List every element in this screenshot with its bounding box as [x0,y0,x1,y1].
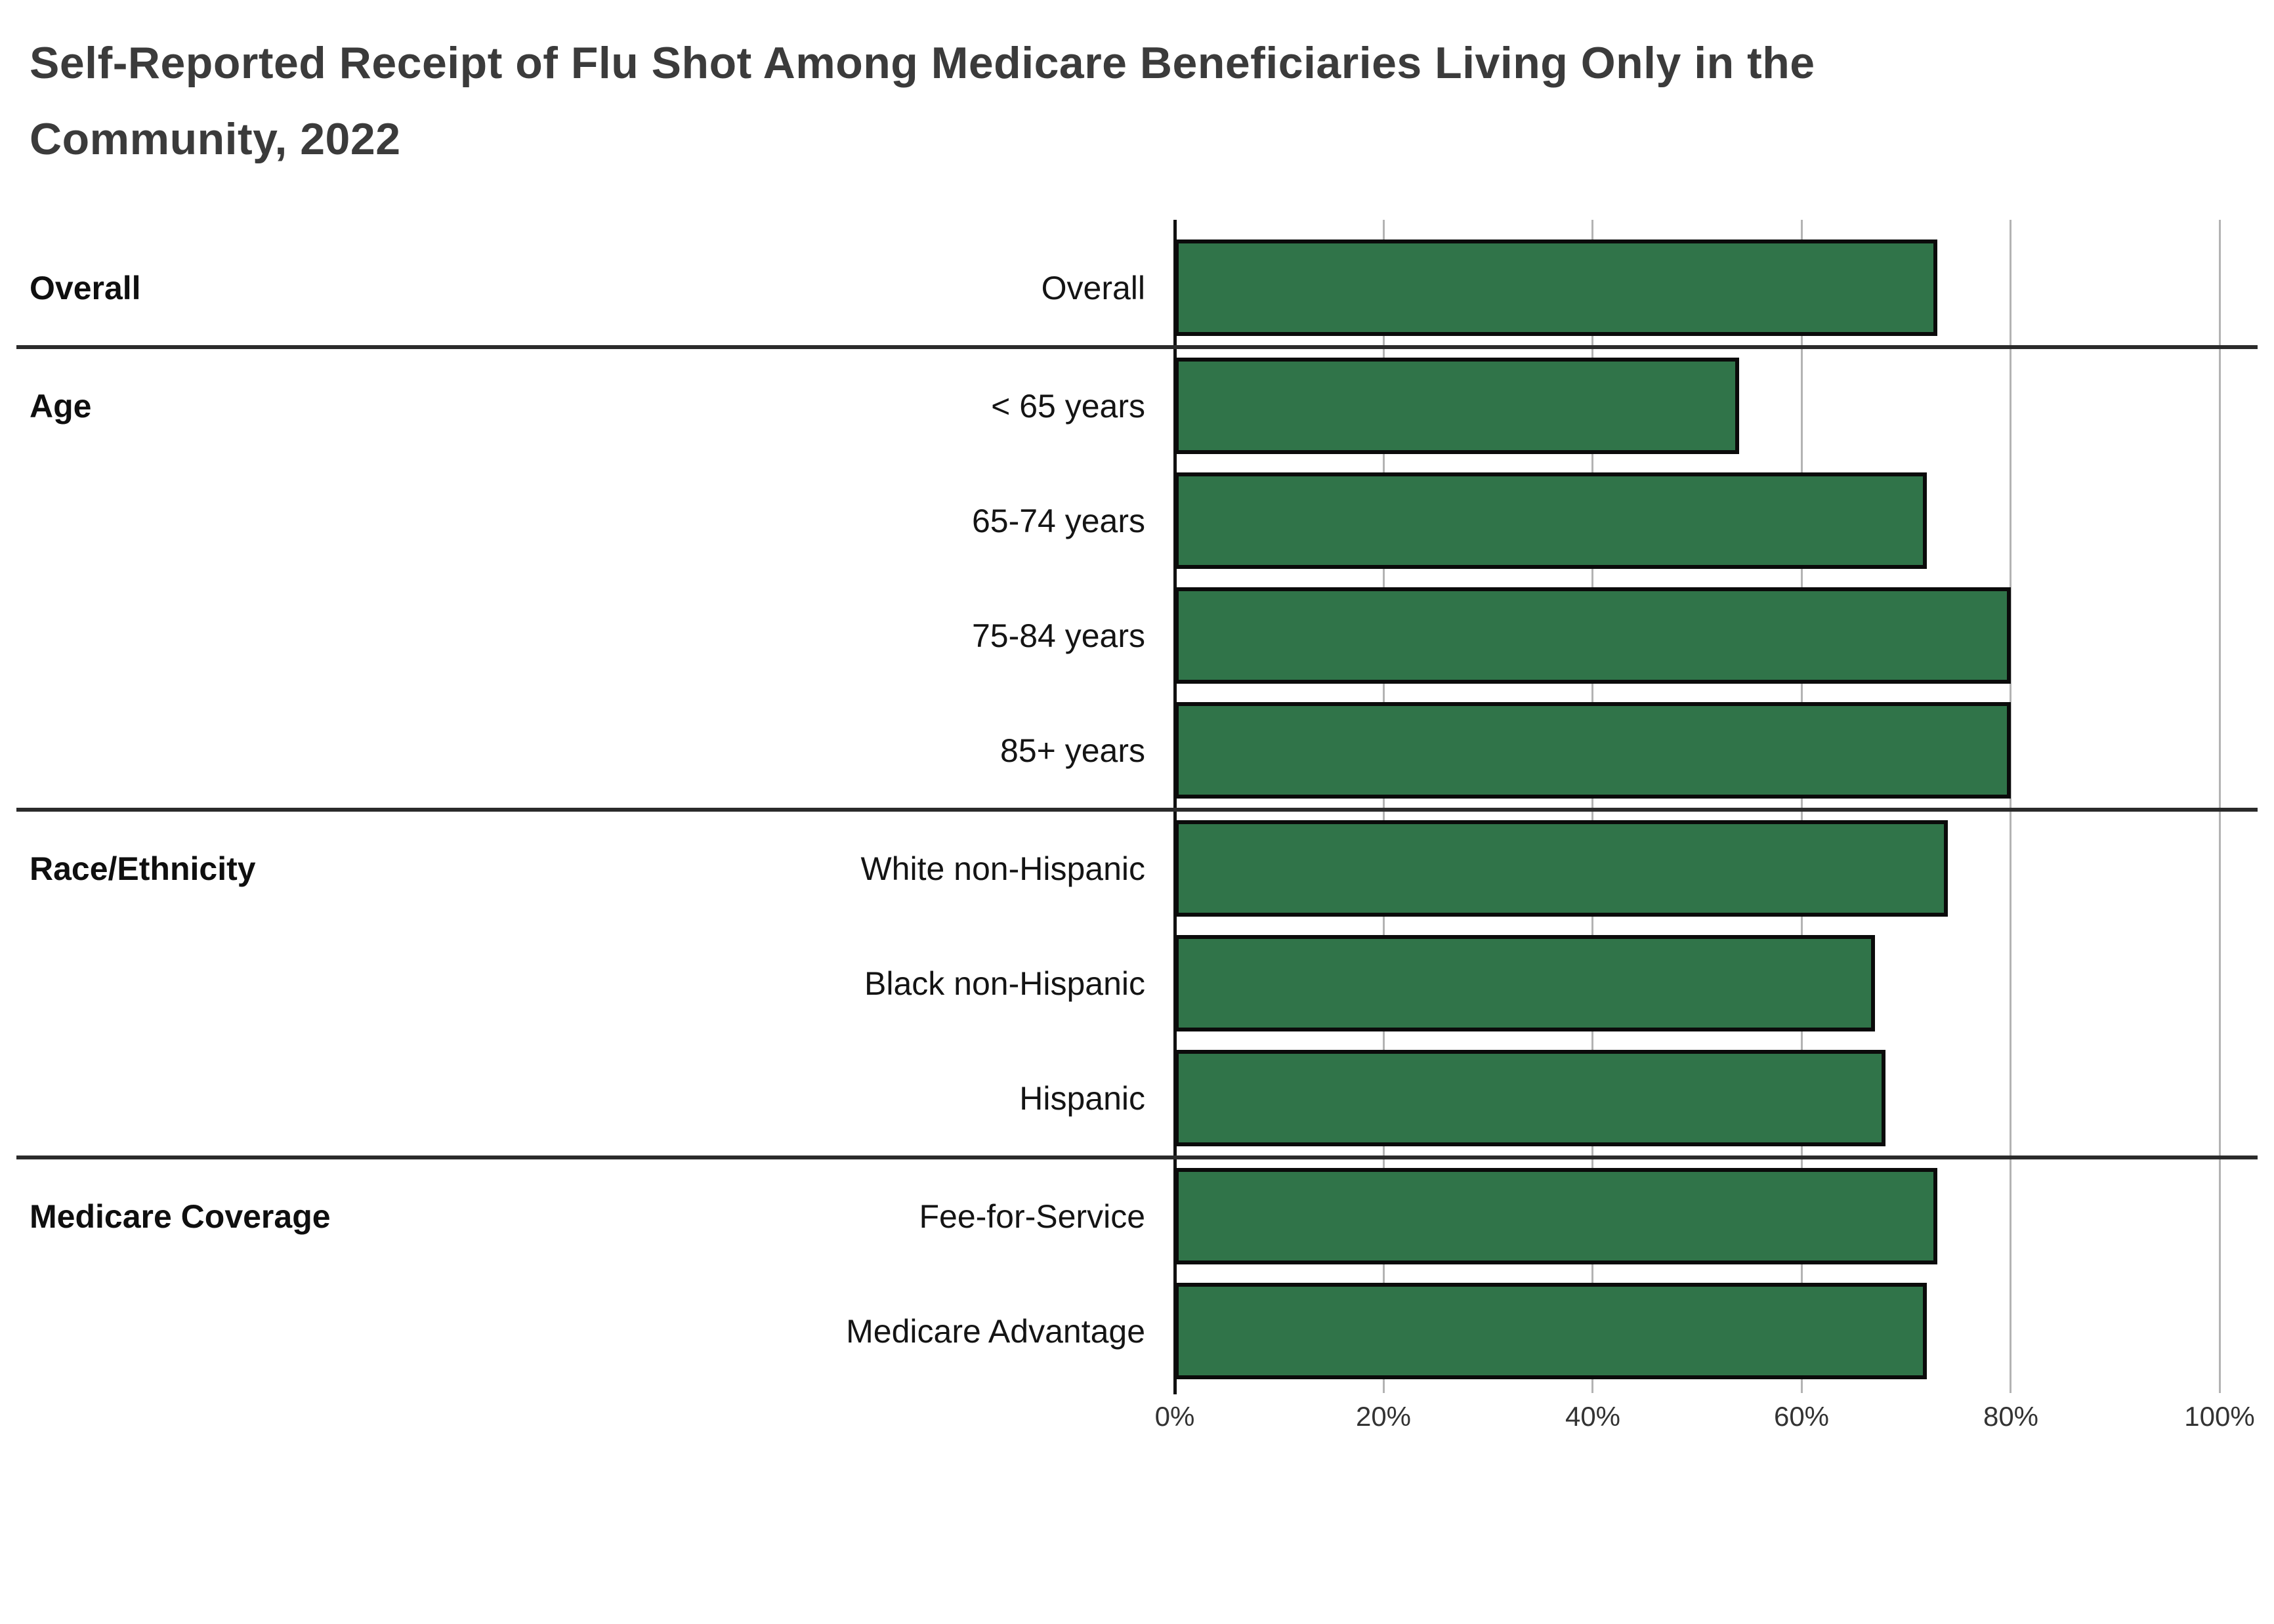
row-label-hispanic: Hispanic [1019,1079,1145,1117]
x-tick-label-40: 40% [1565,1401,1621,1432]
row-label-75-84-years: 75-84 years [971,617,1145,654]
bar-hispanic [1175,1050,1885,1146]
bar-85-years [1175,702,2011,799]
row-label-65-years: < 65 years [991,387,1145,425]
bar-65-years [1175,358,1739,454]
bar-65-74-years [1175,472,1927,569]
group-separator-1 [16,345,2258,349]
row-label-white-non-hispanic: White non-Hispanic [860,850,1145,887]
x-tick-label-20: 20% [1355,1401,1412,1432]
gridline-40 [1591,220,1593,1393]
chart-title: Self-Reported Receipt of Flu Shot Among … [30,38,1815,164]
x-tick-label-0: 0% [1154,1401,1195,1432]
bar-75-84-years [1175,587,2011,684]
bar-medicare-advantage [1175,1283,1927,1379]
gridline-100 [2219,220,2221,1393]
x-axis-line [1173,220,1177,1394]
x-tick-label-80: 80% [1983,1401,2039,1432]
group-separator-3 [16,1156,2258,1159]
group-separator-2 [16,808,2258,812]
group-label-race-ethnicity: Race/Ethnicity [30,850,256,887]
group-label-overall: Overall [30,269,141,306]
row-label-overall: Overall [1041,269,1145,306]
row-label-fee-for-service: Fee-for-Service [919,1197,1145,1235]
row-label-85-years: 85+ years [1000,732,1145,769]
row-label-65-74-years: 65-74 years [971,502,1145,539]
bar-black-non-hispanic [1175,935,1875,1031]
x-tick-label-100: 100% [2184,1401,2255,1432]
row-label-medicare-advantage: Medicare Advantage [846,1312,1145,1350]
group-label-medicare-coverage: Medicare Coverage [30,1197,331,1235]
x-tick-label-60: 60% [1773,1401,1830,1432]
row-label-black-non-hispanic: Black non-Hispanic [864,965,1145,1002]
bar-overall [1175,239,1937,336]
gridline-80 [2010,220,2011,1393]
bar-fee-for-service [1175,1168,1937,1264]
gridline-60 [1801,220,1803,1393]
group-label-age: Age [30,387,92,425]
gridline-20 [1383,220,1385,1393]
bar-white-non-hispanic [1175,820,1948,917]
